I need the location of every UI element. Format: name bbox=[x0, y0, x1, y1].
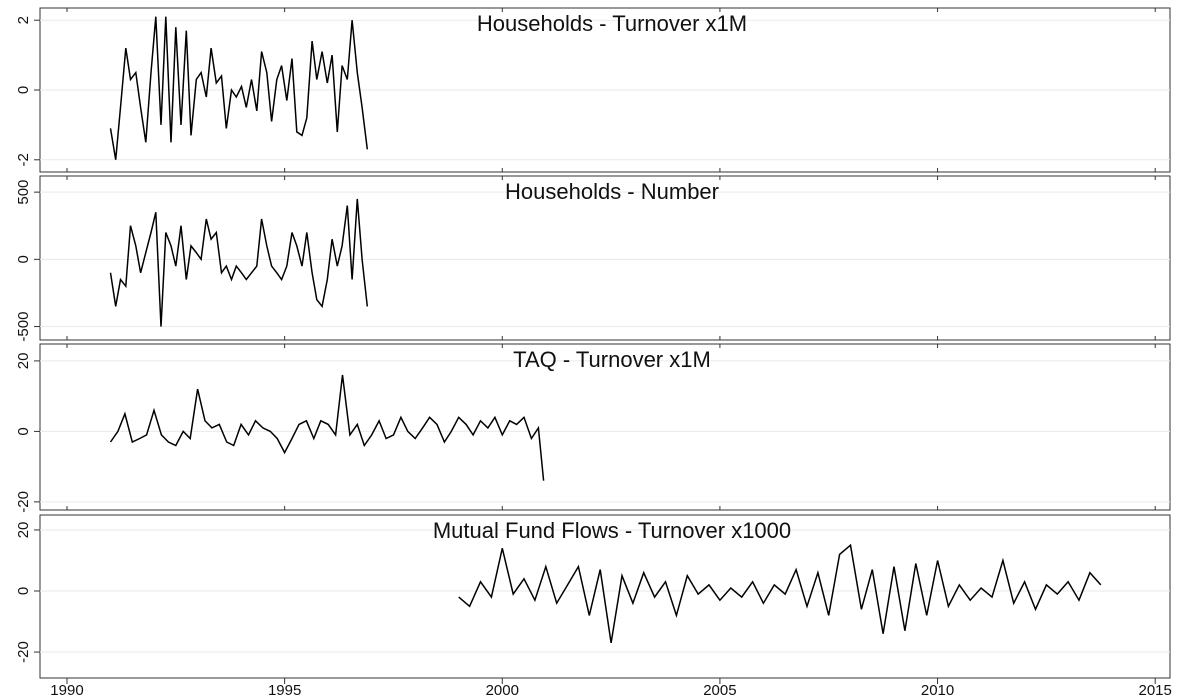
panel-frame bbox=[39, 343, 1171, 511]
y-tick-label: 0 bbox=[15, 86, 32, 94]
panel-frame bbox=[39, 175, 1171, 341]
y-tick-label: 0 bbox=[15, 255, 32, 263]
panel-title: Mutual Fund Flows - Turnover x1000 bbox=[433, 518, 791, 543]
y-tick-label: 0 bbox=[15, 587, 32, 595]
data-line bbox=[109, 374, 545, 481]
x-tick-label: 1990 bbox=[50, 682, 83, 697]
x-tick-label: 2005 bbox=[703, 682, 736, 697]
y-tick-label: 2 bbox=[15, 16, 32, 24]
x-tick-label: 2015 bbox=[1139, 682, 1172, 697]
y-tick-label: -500 bbox=[15, 312, 32, 342]
x-tick-label: 2000 bbox=[486, 682, 519, 697]
y-tick-label: -20 bbox=[15, 641, 32, 663]
panel-frame bbox=[39, 514, 1171, 679]
y-tick-label: -20 bbox=[15, 491, 32, 513]
panel-title: Households - Turnover x1M bbox=[477, 11, 747, 36]
data-line bbox=[109, 198, 369, 327]
data-line bbox=[458, 543, 1102, 644]
y-tick-label: -2 bbox=[15, 153, 32, 166]
x-tick-label: 1995 bbox=[268, 682, 301, 697]
y-tick-label: 500 bbox=[15, 180, 32, 205]
x-tick-label: 2010 bbox=[921, 682, 954, 697]
y-tick-label: 0 bbox=[15, 427, 32, 435]
panel-title: TAQ - Turnover x1M bbox=[513, 347, 711, 372]
y-tick-label: 20 bbox=[15, 522, 32, 539]
data-line bbox=[109, 16, 369, 160]
y-tick-label: 20 bbox=[15, 353, 32, 370]
panel-title: Households - Number bbox=[505, 179, 719, 204]
